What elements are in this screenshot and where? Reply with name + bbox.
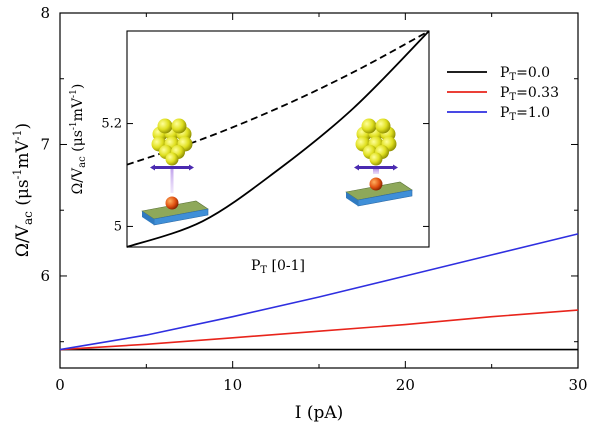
main-x-tick-label: 30 bbox=[568, 376, 587, 394]
main-x-tick-label: 0 bbox=[55, 376, 65, 394]
main-y-tick-label: 6 bbox=[40, 267, 50, 285]
main-x-axis-title: I (pA) bbox=[295, 403, 344, 423]
tunneling-beam bbox=[170, 168, 174, 193]
substrate-front bbox=[142, 211, 154, 225]
adatom bbox=[165, 196, 179, 210]
inset-y-tick-label: 5 bbox=[114, 219, 122, 234]
main-y-axis-title: Ω/Vac (μs-1mV-1) bbox=[11, 123, 35, 257]
main-x-tick-label: 10 bbox=[223, 376, 242, 394]
stm-illustration-left bbox=[141, 118, 209, 226]
stm-illustration-right bbox=[345, 118, 413, 207]
series-line-2 bbox=[59, 233, 579, 351]
series-line-1 bbox=[59, 309, 579, 351]
legend-label-0: PT=0.0 bbox=[500, 65, 550, 83]
tunneling-beam bbox=[373, 168, 379, 174]
legend-label-2: PT=1.0 bbox=[500, 105, 550, 123]
main-y-tick-label: 8 bbox=[40, 4, 50, 22]
substrate-front bbox=[346, 192, 358, 206]
main-y-tick-label: 7 bbox=[40, 135, 50, 153]
inset-y-axis-title: Ω/Vac (μs-1mV-1) bbox=[69, 84, 88, 195]
main-x-tick-label: 20 bbox=[396, 376, 415, 394]
adatom bbox=[369, 177, 383, 191]
legend: PT=0.0 PT=0.33 PT=1.0 bbox=[447, 65, 559, 123]
inset-y-tick-label: 5.2 bbox=[101, 117, 122, 132]
legend-label-1: PT=0.33 bbox=[500, 85, 559, 103]
inset-x-axis-title: PT [0-1] bbox=[251, 258, 305, 276]
inset-curve-solid bbox=[126, 30, 430, 248]
